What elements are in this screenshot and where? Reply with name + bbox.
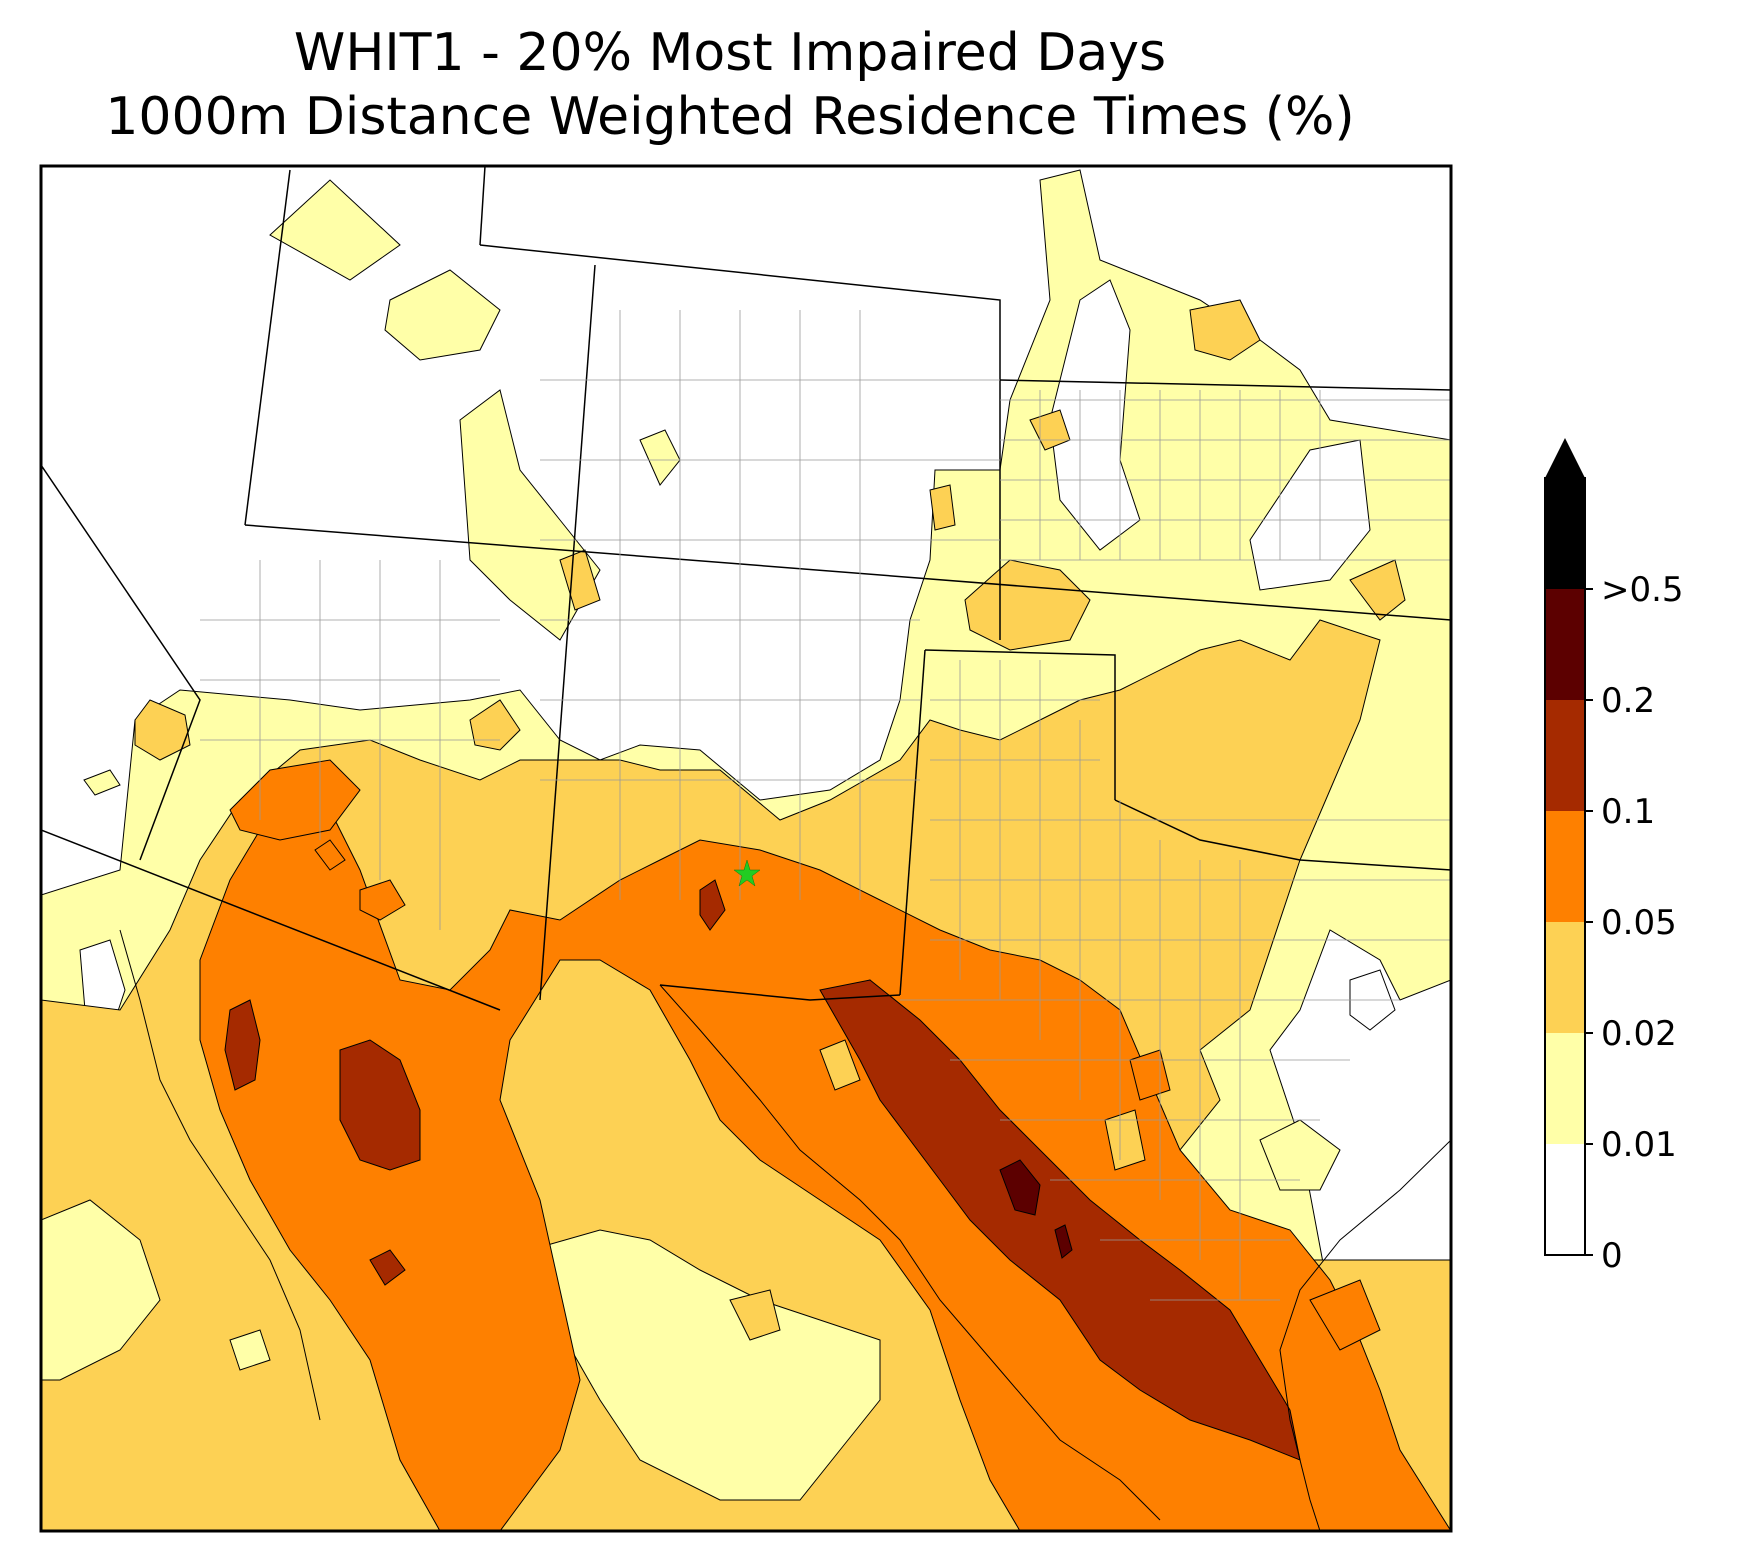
colorbar-tick-label: 0.05 — [1601, 903, 1677, 943]
colorbar-swatch — [1545, 1033, 1585, 1144]
colorbar-swatches — [1544, 477, 1586, 1256]
map-title-line1: WHIT1 - 20% Most Impaired Days — [293, 23, 1167, 83]
map-frame — [39, 164, 1453, 1533]
colorbar-tick-label: >0.5 — [1601, 570, 1684, 610]
contour-level-0.1 — [224, 879, 1301, 1461]
contour-islands-0.01 — [41, 1119, 1341, 1501]
colorbar-extend-arrow-icon — [1545, 438, 1585, 478]
colorbar-tick-label: 0 — [1601, 1236, 1623, 1276]
colorbar-tick-label: 0.1 — [1601, 792, 1655, 832]
colorbar-tick-label: 0.02 — [1601, 1014, 1677, 1054]
contour-level-0.2 — [999, 1159, 1073, 1259]
colorbar-ticks: 0 0.01 0.02 0.05 0.1 0.2 >0.5 — [1585, 570, 1684, 1276]
site-marker-star-icon — [733, 859, 761, 887]
colorbar-swatch — [1545, 1144, 1585, 1255]
colorbar-swatch — [1545, 811, 1585, 922]
colorbar-tick-label: 0.01 — [1601, 1125, 1677, 1165]
contour-islands-0.02 — [729, 1039, 1146, 1341]
colorbar-swatch — [1545, 700, 1585, 811]
colorbar-swatch — [1545, 478, 1585, 589]
coastlines-borders — [119, 929, 1451, 1531]
colorbar-swatch — [1545, 922, 1585, 1033]
colorbar-tick-label: 0.2 — [1601, 681, 1655, 721]
map-title-line2: 1000m Distance Weighted Residence Times … — [105, 87, 1355, 147]
county-boundaries — [200, 310, 1451, 1301]
colorbar-swatch — [1545, 589, 1585, 700]
